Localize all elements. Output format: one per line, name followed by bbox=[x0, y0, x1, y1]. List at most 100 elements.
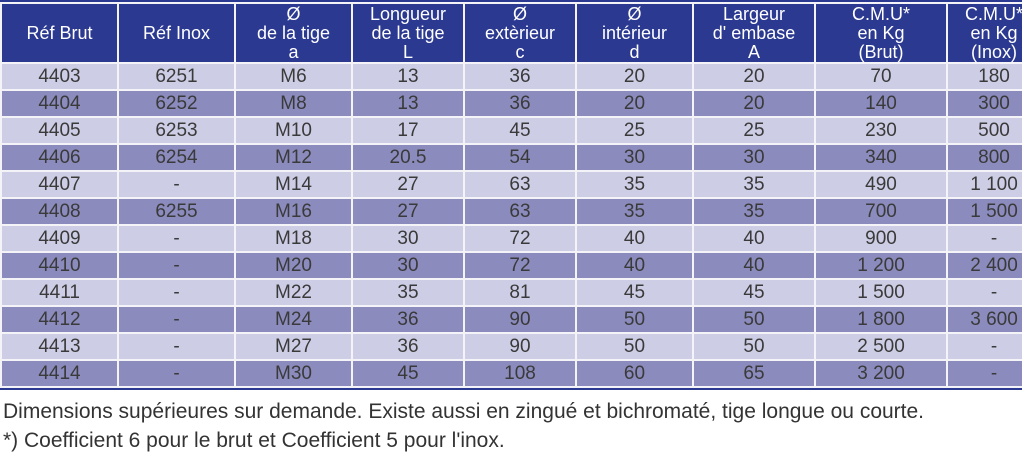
table-cell: 3 600 bbox=[948, 307, 1022, 332]
table-cell: 20 bbox=[694, 91, 814, 116]
table-cell: - bbox=[948, 226, 1022, 251]
table-cell: 13 bbox=[353, 91, 463, 116]
table-cell: M30 bbox=[236, 361, 351, 386]
table-cell: 27 bbox=[353, 172, 463, 197]
table-cell: 230 bbox=[816, 118, 946, 143]
table-cell: 2 400 bbox=[948, 253, 1022, 278]
table-cell: 800 bbox=[948, 145, 1022, 170]
table-cell: 500 bbox=[948, 118, 1022, 143]
table-cell: M12 bbox=[236, 145, 351, 170]
table-cell: 340 bbox=[816, 145, 946, 170]
table-cell: 6254 bbox=[119, 145, 234, 170]
table-cell: 72 bbox=[465, 253, 575, 278]
table-cell: 4407 bbox=[2, 172, 117, 197]
specs-table: Réf Brut Réf Inox Ø de la tige a Longueu… bbox=[0, 2, 1022, 388]
table-cell: 63 bbox=[465, 199, 575, 224]
table-cell: - bbox=[119, 307, 234, 332]
table-cell: 1 800 bbox=[816, 307, 946, 332]
table-cell: 65 bbox=[694, 361, 814, 386]
table-cell: 30 bbox=[353, 226, 463, 251]
table-cell: 20 bbox=[577, 64, 692, 89]
table-cell: 20 bbox=[694, 64, 814, 89]
table-cell: 40 bbox=[577, 253, 692, 278]
table-cell: 40 bbox=[694, 226, 814, 251]
table-row: 4408 6255 M16 27 63 35 35 700 1 500 bbox=[2, 199, 1022, 224]
table-cell: 3 200 bbox=[816, 361, 946, 386]
table-cell: 4411 bbox=[2, 280, 117, 305]
note-dimensions: Dimensions supérieures sur demande. Exis… bbox=[3, 400, 925, 423]
table-cell: 72 bbox=[465, 226, 575, 251]
table-cell: - bbox=[119, 226, 234, 251]
table-cell: 40 bbox=[577, 226, 692, 251]
table-cell: M10 bbox=[236, 118, 351, 143]
table-cell: - bbox=[119, 253, 234, 278]
table-cell: 4409 bbox=[2, 226, 117, 251]
table-row: 4410- M20 30 72 40 40 1 200 2 400 bbox=[2, 253, 1022, 278]
table-cell: 13 bbox=[353, 64, 463, 89]
table-cell: - bbox=[119, 172, 234, 197]
table-cell: 35 bbox=[353, 280, 463, 305]
table-cell: 36 bbox=[353, 334, 463, 359]
table-row: 4407- M14 27 63 35 35 490 1 100 bbox=[2, 172, 1022, 197]
table-cell: 60 bbox=[577, 361, 692, 386]
table-cell: 50 bbox=[577, 307, 692, 332]
table-cell: M18 bbox=[236, 226, 351, 251]
table-cell: 180 bbox=[948, 64, 1022, 89]
table-cell: 4405 bbox=[2, 118, 117, 143]
table-cell: 17 bbox=[353, 118, 463, 143]
table-cell: 90 bbox=[465, 307, 575, 332]
col-header-cmu-brut: C.M.U* en Kg (Brut) bbox=[816, 4, 946, 62]
table-row: 4411- M22 35 81 45 45 1 500- bbox=[2, 280, 1022, 305]
table-cell: M22 bbox=[236, 280, 351, 305]
table-cell: 25 bbox=[577, 118, 692, 143]
table-body: 4403 6251 M6 13 36 20 20 70 180 4404 6252 M8 13 36 20 2… bbox=[2, 64, 1022, 386]
table-row: 4409- M18 30 72 40 40 900- bbox=[2, 226, 1022, 251]
table-cell: M24 bbox=[236, 307, 351, 332]
table-cell: 6252 bbox=[119, 91, 234, 116]
table-cell: 4403 bbox=[2, 64, 117, 89]
table-cell: 36 bbox=[353, 307, 463, 332]
table-cell: 63 bbox=[465, 172, 575, 197]
table-row: 4413- M27 36 90 50 50 2 500- bbox=[2, 334, 1022, 359]
table-cell: M27 bbox=[236, 334, 351, 359]
col-header-diametre-exterieur: Ø extèrieur c bbox=[465, 4, 575, 62]
table-cell: 4406 bbox=[2, 145, 117, 170]
table-cell: - bbox=[119, 280, 234, 305]
table-cell: 30 bbox=[694, 145, 814, 170]
table-cell: 1 500 bbox=[816, 280, 946, 305]
table-cell: 36 bbox=[465, 91, 575, 116]
table-cell: 90 bbox=[465, 334, 575, 359]
note-coefficient: *) Coefficient 6 pour le brut et Coeffic… bbox=[3, 429, 505, 452]
table-cell: M14 bbox=[236, 172, 351, 197]
table-cell: 81 bbox=[465, 280, 575, 305]
table-cell: 54 bbox=[465, 145, 575, 170]
table-row: 4405 6253 M10 17 45 25 25 230 500 bbox=[2, 118, 1022, 143]
table-cell: - bbox=[948, 361, 1022, 386]
table-cell: 1 100 bbox=[948, 172, 1022, 197]
table-cell: 45 bbox=[694, 280, 814, 305]
table-cell: 45 bbox=[577, 280, 692, 305]
table-cell: 4404 bbox=[2, 91, 117, 116]
col-header-ref-brut: Réf Brut bbox=[2, 4, 117, 62]
col-header-diametre-interieur: Ø intérieur d bbox=[577, 4, 692, 62]
table-cell: M20 bbox=[236, 253, 351, 278]
col-header-diametre-tige: Ø de la tige a bbox=[236, 4, 351, 62]
table-cell: 4408 bbox=[2, 199, 117, 224]
table-cell: 1 200 bbox=[816, 253, 946, 278]
table-cell: 30 bbox=[577, 145, 692, 170]
table-cell: 108 bbox=[465, 361, 575, 386]
table-cell: M8 bbox=[236, 91, 351, 116]
table-cell: 35 bbox=[694, 199, 814, 224]
table-row: 4414- M30 45 108 60 65 3 200- bbox=[2, 361, 1022, 386]
col-header-ref-inox: Réf Inox bbox=[119, 4, 234, 62]
table-row: 4406 6254 M12 20.5 54 30 30 340 800 bbox=[2, 145, 1022, 170]
table-cell: 50 bbox=[577, 334, 692, 359]
table-cell: 1 500 bbox=[948, 199, 1022, 224]
table-cell: - bbox=[119, 334, 234, 359]
col-header-longueur-tige: Longueur de la tige L bbox=[353, 4, 463, 62]
table-cell: 4412 bbox=[2, 307, 117, 332]
table-cell: 900 bbox=[816, 226, 946, 251]
table-cell: 36 bbox=[465, 64, 575, 89]
col-header-cmu-inox: C.M.U* en Kg (Inox) bbox=[948, 4, 1022, 62]
